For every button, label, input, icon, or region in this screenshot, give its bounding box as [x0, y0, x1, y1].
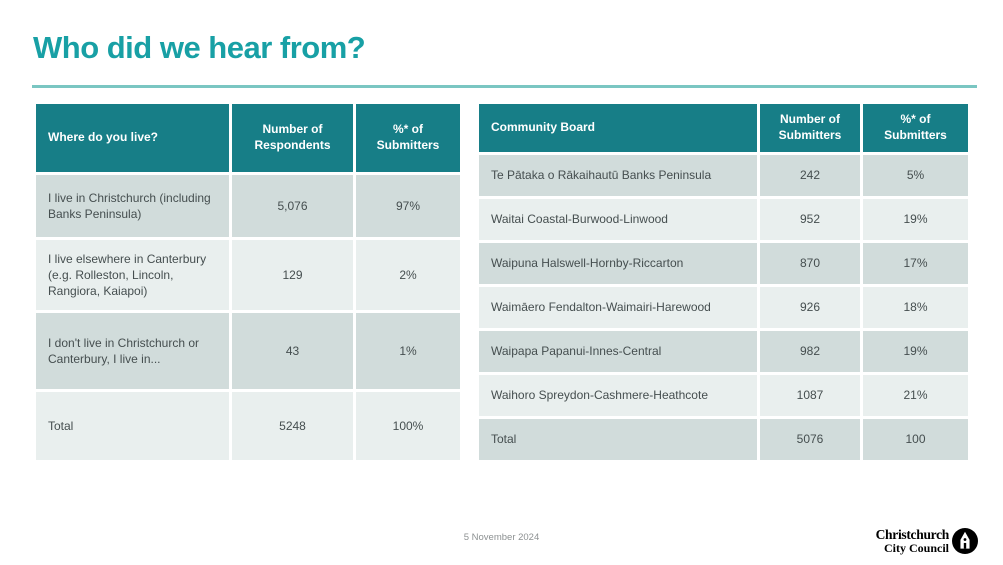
- header-cell: Number of Submitters: [760, 104, 860, 152]
- row-pct: 21%: [863, 375, 968, 416]
- row-pct: 19%: [863, 199, 968, 240]
- row-value: 952: [760, 199, 860, 240]
- row-pct: 100: [863, 419, 968, 460]
- row-label: Waimāero Fendalton-Waimairi-Harewood: [479, 287, 757, 328]
- row-pct: 97%: [356, 175, 460, 237]
- row-value: 1087: [760, 375, 860, 416]
- row-label: Te Pātaka o Rākaihautū Banks Peninsula: [479, 155, 757, 196]
- row-value: 5076: [760, 419, 860, 460]
- header-cell: Where do you live?: [36, 104, 229, 172]
- title-underline: [32, 85, 977, 88]
- ccc-logo: Christchurch City Council: [876, 528, 978, 554]
- row-value: 43: [232, 313, 353, 389]
- header-cell: Community Board: [479, 104, 757, 152]
- ccc-logo-text: Christchurch City Council: [875, 527, 950, 555]
- row-label: Waipapa Papanui-Innes-Central: [479, 331, 757, 372]
- cathedral-icon: [952, 528, 978, 554]
- row-value: 982: [760, 331, 860, 372]
- row-value: 5248: [232, 392, 353, 460]
- header-cell: %* of Submitters: [356, 104, 460, 172]
- row-pct: 2%: [356, 240, 460, 310]
- row-label: Total: [479, 419, 757, 460]
- row-label: Waihoro Spreydon-Cashmere-Heathcote: [479, 375, 757, 416]
- row-pct: 100%: [356, 392, 460, 460]
- row-pct: 19%: [863, 331, 968, 372]
- row-value: 5,076: [232, 175, 353, 237]
- row-pct: 17%: [863, 243, 968, 284]
- row-label: Waipuna Halswell-Hornby-Riccarton: [479, 243, 757, 284]
- row-value: 242: [760, 155, 860, 196]
- where-do-you-live-table: Where do you live? Number of Respondents…: [36, 104, 460, 460]
- slide-date: 5 November 2024: [463, 532, 540, 543]
- row-value: 870: [760, 243, 860, 284]
- row-value: 926: [760, 287, 860, 328]
- header-cell: %* of Submitters: [863, 104, 968, 152]
- row-value: 129: [232, 240, 353, 310]
- ccc-logo-line1: Christchurch: [875, 527, 950, 543]
- community-board-table: Community Board Number of Submitters %* …: [479, 104, 968, 460]
- page-title: Who did we hear from?: [33, 30, 366, 65]
- row-pct: 1%: [356, 313, 460, 389]
- row-pct: 18%: [863, 287, 968, 328]
- row-label: I don't live in Christchurch or Canterbu…: [36, 313, 229, 389]
- header-cell: Number of Respondents: [232, 104, 353, 172]
- row-label: Total: [36, 392, 229, 460]
- row-label: Waitai Coastal-Burwood-Linwood: [479, 199, 757, 240]
- row-label: I live elsewhere in Canterbury (e.g. Rol…: [36, 240, 229, 310]
- row-pct: 5%: [863, 155, 968, 196]
- row-label: I live in Christchurch (including Banks …: [36, 175, 229, 237]
- ccc-logo-line2: City Council: [883, 540, 949, 555]
